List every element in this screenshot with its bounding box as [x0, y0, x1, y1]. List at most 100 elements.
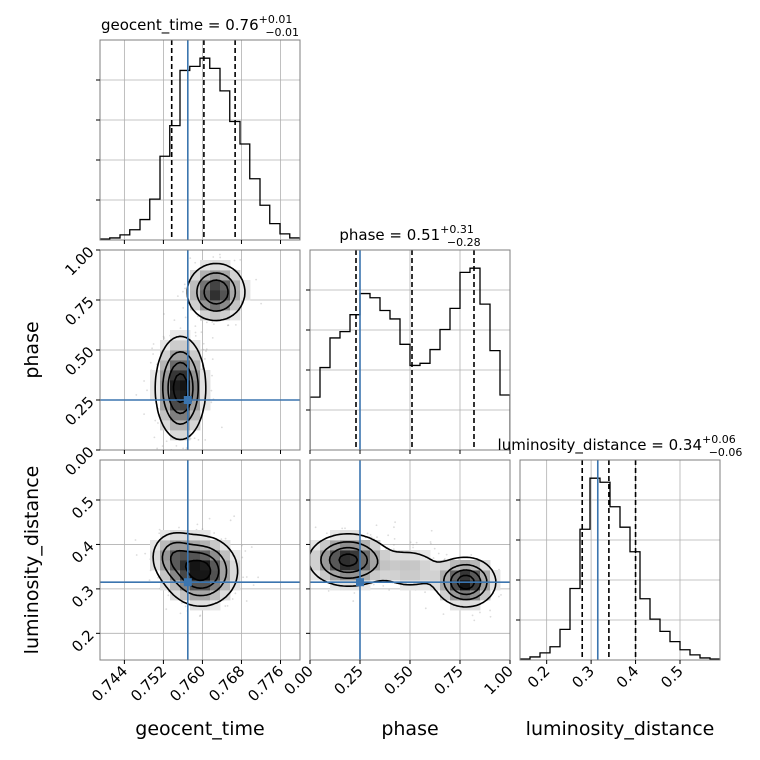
- density-cell: [230, 560, 241, 571]
- scatter-point: [211, 321, 214, 323]
- panel-frame: [99, 39, 301, 241]
- scatter-point: [370, 536, 373, 539]
- density-cell: [450, 580, 461, 591]
- scatter-point: [470, 553, 473, 556]
- hist-panel-phase: phase = 0.51+0.31 −0.28: [306, 223, 511, 454]
- density-cell: [180, 420, 191, 431]
- density-cell: [180, 340, 191, 351]
- density-cell: [230, 270, 241, 281]
- density-cell: [440, 590, 451, 601]
- x-axis-label-phase: phase: [381, 718, 438, 740]
- density-cell: [170, 540, 181, 551]
- scatter-point: [394, 521, 396, 524]
- density-cell: [180, 590, 191, 601]
- density-cell: [450, 570, 461, 581]
- density-cell: [230, 550, 241, 561]
- scatter-point: [204, 358, 206, 360]
- density-cell: [340, 530, 351, 541]
- density-cell: [180, 400, 191, 411]
- density-cell: [190, 580, 201, 591]
- density-cell: [390, 550, 401, 561]
- scatter-point: [196, 523, 199, 526]
- scatter-point: [257, 576, 260, 579]
- scatter-point: [245, 576, 248, 578]
- scatter-point: [193, 437, 196, 440]
- density-cell: [150, 370, 161, 381]
- title-sub: −0.06: [709, 446, 743, 459]
- density-cell: [160, 350, 171, 361]
- scatter-point: [432, 557, 435, 559]
- title-sub: −0.28: [447, 236, 481, 249]
- scatter-point: [178, 526, 180, 529]
- density-cell: [390, 560, 401, 571]
- scatter-point: [234, 592, 237, 595]
- density-cell: [450, 590, 461, 601]
- density-cell: [460, 590, 471, 601]
- scatter-point: [184, 287, 186, 290]
- density-cell: [190, 370, 201, 381]
- density-cell: [320, 570, 331, 581]
- scatter-point: [424, 607, 427, 610]
- density-cell: [480, 590, 491, 601]
- scatter-point: [213, 532, 216, 534]
- scatter-point: [197, 438, 200, 441]
- density-cell: [170, 430, 181, 441]
- scatter-point: [220, 538, 223, 541]
- scatter-point: [473, 619, 476, 622]
- density-cell: [430, 580, 441, 591]
- density-cell: [420, 550, 431, 561]
- density-cell: [370, 560, 381, 571]
- density-cell: [210, 290, 221, 301]
- scatter-point: [202, 342, 205, 345]
- density-cell: [230, 310, 241, 321]
- scatter-point: [369, 533, 372, 536]
- scatter-point: [175, 444, 178, 447]
- scatter-point: [233, 515, 236, 518]
- density-cell: [160, 420, 171, 431]
- scatter-point: [202, 348, 205, 351]
- scatter-point: [151, 347, 153, 350]
- scatter-point: [182, 447, 185, 450]
- density-cell: [400, 560, 411, 571]
- density-cell: [210, 310, 221, 321]
- scatter-point: [392, 548, 395, 551]
- scatter-point: [162, 335, 165, 338]
- scatter-point: [176, 295, 179, 298]
- scatter-point: [161, 445, 164, 447]
- scatter-point: [260, 302, 263, 305]
- scatter-point: [241, 556, 244, 559]
- density-cell: [190, 560, 201, 571]
- scatter-point: [211, 358, 214, 361]
- scatter-point: [412, 543, 414, 546]
- scatter-point: [489, 609, 491, 612]
- density-cell: [210, 300, 221, 311]
- scatter-point: [167, 594, 170, 597]
- density-cell: [170, 370, 181, 381]
- density-cell: [200, 600, 211, 611]
- density-cell: [190, 360, 201, 371]
- truth-marker: [183, 578, 192, 587]
- density-cell: [410, 550, 421, 561]
- scatter-point: [250, 546, 253, 548]
- density-cell: [160, 410, 171, 421]
- scatter-point: [163, 313, 165, 315]
- scatter-point: [372, 583, 375, 586]
- panels-layer: geocent_time = 0.76+0.01 −0.01 phase = 0.5…: [21, 13, 742, 740]
- scatter-point: [149, 361, 152, 364]
- scatter-point: [179, 327, 182, 329]
- title-sup: +0.01: [259, 13, 293, 26]
- scatter-point: [212, 256, 215, 258]
- scatter-point: [152, 343, 155, 345]
- scatter-panel-geocent_time-vs-phase: 0.250.500.751.000.00: [61, 243, 301, 479]
- density-cell: [340, 580, 351, 591]
- scatter-point: [415, 541, 418, 544]
- scatter-point: [208, 517, 211, 520]
- scatter-point: [157, 422, 159, 424]
- scatter-point: [219, 256, 222, 259]
- density-cell: [160, 560, 171, 571]
- density-cell: [460, 600, 471, 611]
- scatter-point: [344, 527, 346, 530]
- scatter-point: [211, 374, 213, 377]
- density-cell: [180, 370, 191, 381]
